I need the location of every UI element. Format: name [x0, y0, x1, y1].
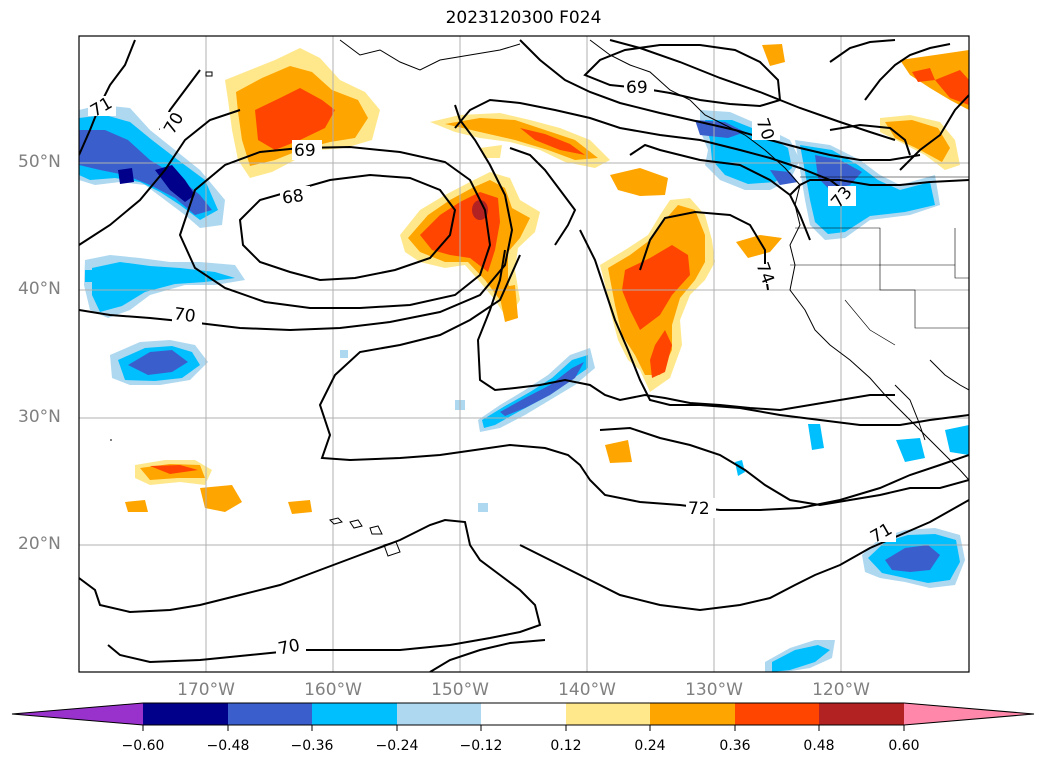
lon-label: 150°W [431, 680, 489, 700]
colorbar [11, 702, 1035, 731]
contour-73 [789, 179, 969, 196]
contour-label: 69 [626, 78, 648, 98]
graticule [79, 36, 969, 672]
contour-label: 72 [688, 499, 710, 519]
contour-label: 70 [173, 304, 197, 327]
colorbar-tick-label: 0.12 [550, 738, 582, 754]
colorbar-tick-label: 0.24 [634, 738, 666, 754]
colorbar-segment [481, 703, 566, 725]
colorbar-tick-label: 0.36 [719, 738, 751, 754]
map-frame [78, 35, 970, 673]
colorbar-segment [819, 703, 904, 725]
lat-label: 20°N [18, 534, 61, 554]
colorbar-tick-label: −0.36 [290, 738, 334, 754]
borders [790, 176, 969, 346]
lat-label: 40°N [18, 279, 61, 299]
lat-label: 50°N [18, 152, 61, 172]
lon-label: 170°W [177, 680, 235, 700]
colorbar-segment [650, 703, 735, 725]
contour-71-northwest [79, 39, 136, 156]
colorbar-segment [397, 703, 481, 725]
colorbar-tick-label: −0.24 [375, 738, 419, 754]
anomaly-fill-layer [79, 44, 969, 672]
contour-labels: 71 70 69 68 70 69 70 73 74 72 71 70 [87, 77, 896, 659]
colorbar-tick-label: −0.12 [459, 738, 503, 754]
contour-69-north [583, 44, 782, 108]
contour-69-ring [178, 145, 492, 309]
colorbar-tick-label: −0.60 [121, 738, 165, 754]
contour-72 [318, 254, 969, 511]
colorbar-tick-label: 0.48 [803, 738, 835, 754]
lon-label: 120°W [812, 680, 870, 700]
colorbar-segment [566, 703, 650, 725]
contour-68 [238, 173, 457, 282]
colorbar-tick-label: 0.60 [888, 738, 920, 754]
lon-label: 140°W [558, 680, 616, 700]
contour-label: 68 [281, 186, 305, 209]
contour-label: 70 [276, 635, 301, 659]
colorbar-tick-label: −0.48 [206, 738, 250, 754]
lat-label: 30°N [18, 407, 61, 427]
colorbar-extend-low [12, 703, 143, 725]
contour-label: 69 [294, 141, 316, 161]
lon-label: 130°W [685, 680, 743, 700]
colorbar-segment [312, 703, 397, 725]
islands [110, 71, 401, 557]
lon-label: 160°W [304, 680, 362, 700]
contour-70-west [79, 109, 241, 246]
colorbar-segment [228, 703, 312, 725]
colorbar-segment [735, 703, 819, 725]
map-title: 2023120300 F024 [445, 8, 602, 28]
colorbar-segment [143, 703, 228, 725]
coastlines [339, 39, 969, 481]
contour-74 [629, 143, 811, 241]
contour-71-south [599, 426, 969, 507]
colorbar-extend-high [904, 703, 1034, 725]
